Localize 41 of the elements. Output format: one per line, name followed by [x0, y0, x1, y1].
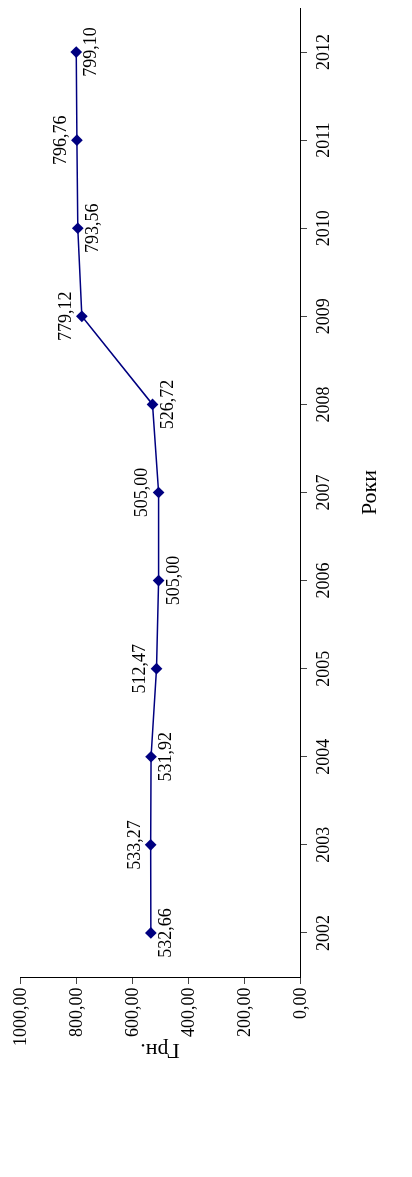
point [146, 398, 159, 411]
point [76, 310, 88, 323]
y-axis-title: Роки [356, 469, 381, 516]
y-tick-label: 2011 [312, 122, 333, 158]
point [144, 839, 157, 851]
x-tick-label: 0,00 [290, 987, 311, 1020]
data-label: 531,92 [155, 732, 176, 782]
x-tick-label: 400,00 [178, 987, 199, 1038]
x-tick-label: 600,00 [122, 987, 143, 1038]
point [145, 927, 157, 939]
y-tick-label: 2008 [312, 386, 333, 423]
y-tick-label: 2012 [312, 34, 333, 71]
y-tick-label: 2009 [312, 298, 333, 335]
y-tick-label: 2004 [312, 738, 333, 775]
data-label: 505,00 [131, 467, 152, 518]
x-tick-label: 200,00 [234, 987, 255, 1038]
y-tick-label: 2005 [312, 650, 333, 687]
data-label: 793,56 [81, 203, 102, 253]
data-label: 796,76 [49, 115, 70, 165]
data-label: 779,12 [54, 291, 75, 342]
y-tick-label: 2003 [312, 826, 333, 863]
x-axis-title: Грн. [140, 1039, 180, 1065]
point [70, 46, 83, 58]
data-label: 505,00 [162, 555, 183, 606]
y-tick-label: 2007 [312, 474, 333, 511]
point [152, 574, 165, 587]
point [150, 662, 163, 675]
point [71, 134, 83, 146]
data-label: 526,72 [156, 379, 177, 430]
data-label: 533,27 [123, 820, 144, 870]
x-tick-label: 1000,00 [10, 987, 31, 1047]
data-label: 799,10 [80, 27, 101, 77]
point [71, 222, 84, 235]
point [145, 750, 157, 763]
data-label: 512,47 [129, 643, 150, 694]
data-label: 532,66 [154, 908, 175, 958]
y-tick-label: 2002 [312, 914, 333, 951]
y-tick-label: 2006 [312, 562, 333, 599]
x-tick-label: 800,00 [66, 987, 87, 1038]
point [152, 486, 165, 499]
y-tick-label: 2010 [312, 210, 333, 247]
